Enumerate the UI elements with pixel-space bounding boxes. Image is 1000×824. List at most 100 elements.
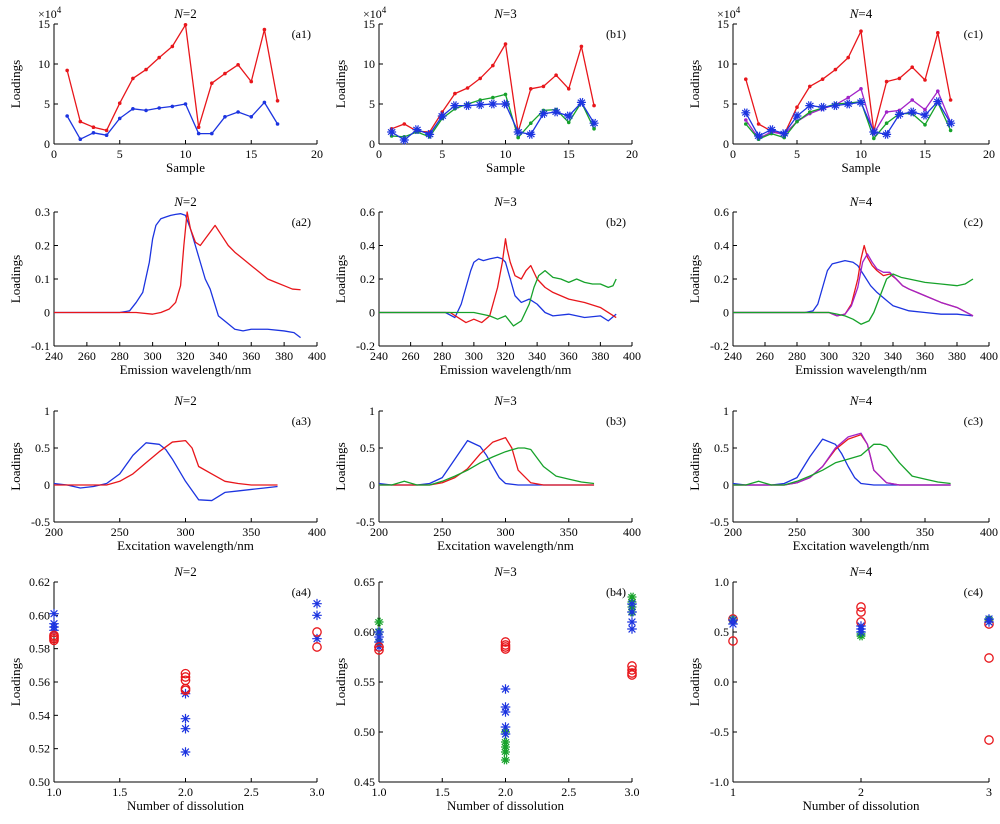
chart-c1: 0 5 10 15 20 0 5 10 15 Sample Loadings N=4 (c1) ×104 — [687, 5, 995, 175]
data-point — [627, 665, 637, 675]
data-point — [627, 599, 637, 609]
axis-multiplier-base: ×10 — [363, 7, 382, 21]
data-point — [374, 617, 384, 627]
x-tick-label: 380 — [591, 349, 609, 363]
data-point — [984, 735, 994, 745]
panel-label: (b3) — [606, 414, 626, 428]
x-tick-label: 10 — [855, 147, 867, 161]
x-tick-label: 15 — [245, 147, 257, 161]
x-tick-label: 250 — [111, 525, 129, 539]
chart-title: N=3 — [493, 393, 517, 408]
chart-a2: 240 260 280 300 320 340 360 380 400 -0.1 0 0.1 0.2 0.… — [8, 194, 326, 377]
series-red — [49, 627, 322, 696]
data-point — [894, 109, 904, 119]
chart-a1: 0 5 10 15 20 0 5 10 15 Sample Loadings N=2 (a1) ×104 — [8, 5, 323, 175]
chart-c4: 1 2 3 -1.0 -0.5 0.0 0.5 1.0 Number of dissolutio… — [687, 564, 994, 813]
x-tick-label: 280 — [433, 349, 451, 363]
x-axis-label: Number of dissolution — [127, 798, 244, 813]
series-line — [54, 211, 301, 315]
x-tick-label: 350 — [916, 525, 934, 539]
y-tick-label: 5 — [369, 97, 375, 111]
data-point — [180, 713, 191, 724]
y-tick-label: 10 — [38, 57, 50, 71]
data-point — [180, 672, 191, 682]
x-tick-label: 20 — [311, 147, 323, 161]
x-tick-label: 200 — [45, 525, 63, 539]
chart-title: N=3 — [493, 6, 517, 21]
y-tick-label: 0.3 — [35, 205, 50, 219]
chart-a4: 1.0 1.5 2.0 2.5 3.0 0.50 0.52 0.54 0.56 0.58 0.60 0… — [8, 564, 325, 813]
y-tick-label: 0.65 — [354, 575, 375, 589]
x-tick-label: 1 — [730, 785, 736, 799]
series-line — [391, 43, 595, 133]
axis-multiplier-exponent: 4 — [736, 5, 741, 15]
y-tick-label: 0.5 — [714, 625, 729, 639]
series-line — [745, 30, 952, 136]
y-tick-label: 0 — [369, 478, 375, 492]
x-tick-label: 400 — [308, 349, 326, 363]
data-point — [236, 110, 240, 114]
data-point — [795, 119, 799, 124]
data-point — [104, 128, 109, 133]
x-axis-label: Emission wavelength/nm — [120, 362, 252, 377]
y-tick-label: -0.5 — [31, 515, 50, 529]
data-point — [856, 627, 866, 637]
data-point — [907, 107, 917, 117]
chart-title-n: N — [173, 564, 184, 579]
y-tick-label: 0.54 — [29, 708, 50, 722]
x-tick-label: 15 — [919, 147, 931, 161]
data-point — [402, 122, 407, 126]
data-point — [491, 95, 495, 100]
data-point — [501, 99, 510, 109]
series-red — [65, 23, 280, 133]
axis-multiplier-exponent: 4 — [57, 5, 62, 15]
series-line — [733, 259, 974, 317]
x-tick-label: 280 — [788, 349, 806, 363]
chart-title-n: N — [173, 194, 184, 209]
x-tick-label: 5 — [439, 147, 445, 161]
data-point — [856, 97, 866, 107]
x-tick-label: 3 — [986, 785, 992, 799]
axis-multiplier-base: ×10 — [717, 7, 736, 21]
y-tick-label: 0.6 — [360, 205, 375, 219]
chart-title: N=2 — [173, 6, 197, 21]
data-point — [236, 63, 240, 67]
y-tick-label: 5 — [44, 97, 50, 111]
panel-label: (b2) — [606, 215, 626, 229]
chart-b1: 0 5 10 15 20 0 5 10 15 Sample Loadings N=3 (b1) ×104 — [333, 5, 638, 175]
data-point — [805, 101, 815, 111]
data-point — [627, 592, 637, 602]
chart-title: N=4 — [849, 393, 873, 408]
data-point — [491, 63, 495, 68]
data-point — [463, 101, 473, 111]
data-point — [910, 98, 914, 102]
y-tick-label: -0.5 — [710, 515, 729, 529]
data-point — [196, 125, 201, 129]
y-tick-label: -0.1 — [31, 339, 50, 353]
series-line — [379, 238, 617, 324]
data-point — [859, 29, 863, 33]
y-tick-label: 1 — [369, 404, 375, 418]
x-axis-label: Sample — [166, 160, 205, 175]
series-blue — [374, 599, 637, 739]
y-tick-label: 15 — [363, 17, 375, 31]
x-tick-label: 380 — [275, 349, 293, 363]
data-point — [936, 31, 940, 35]
chart-title-n: N — [849, 393, 860, 408]
data-point — [884, 110, 889, 114]
chart-title-value: =2 — [183, 393, 197, 408]
data-point — [183, 102, 188, 106]
data-point — [592, 103, 596, 108]
chart-title-value: =4 — [858, 194, 872, 209]
data-point — [728, 619, 738, 629]
data-point — [846, 55, 850, 60]
series-line — [733, 244, 974, 317]
data-point — [312, 633, 322, 644]
x-tick-label: 240 — [724, 349, 742, 363]
chart-title-value: =3 — [503, 393, 517, 408]
series-line — [53, 442, 278, 502]
data-point — [513, 127, 523, 137]
series-blue — [49, 598, 322, 757]
data-point — [275, 99, 280, 103]
y-tick-label: 0.56 — [29, 675, 50, 689]
